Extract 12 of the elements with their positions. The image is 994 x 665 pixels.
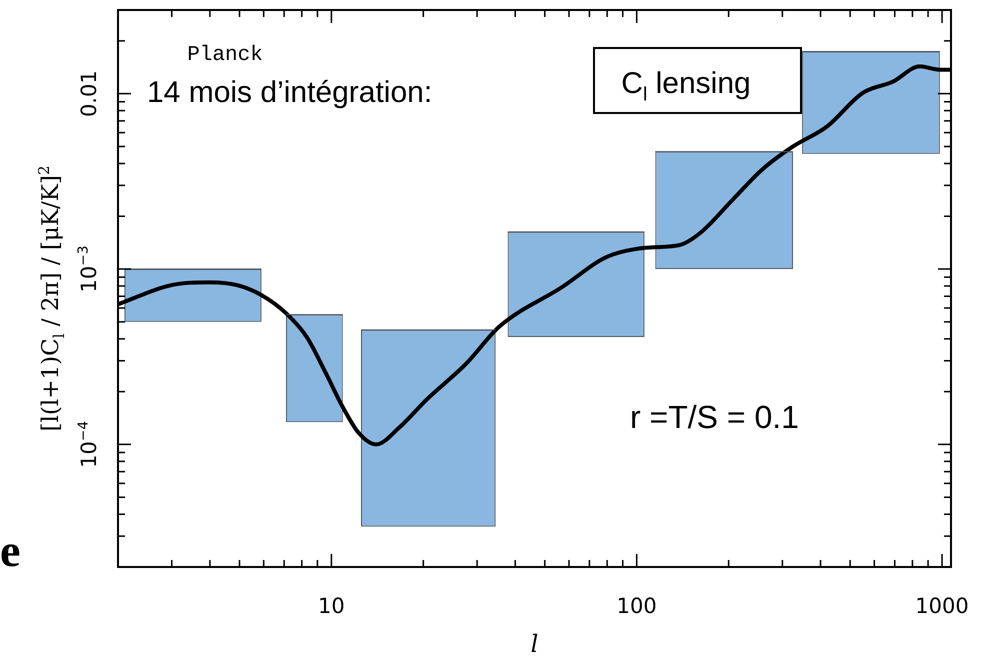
x-axis-title: l (530, 630, 538, 658)
text: e (0, 525, 20, 576)
x-tick-label: 1000 (915, 594, 969, 618)
y-axis-title: [l(l+1)Cl / 2π] / [μK/K]2 (34, 166, 68, 432)
y-tick-label: 10−3 (76, 246, 101, 292)
annotation: r =T/S = 0.1 (630, 399, 799, 435)
y-tick-label: 10−4 (76, 421, 101, 468)
x-tick-label: 10 (318, 594, 345, 618)
y-tick-label: 0.01 (77, 70, 101, 118)
annotation: 14 mois d’intégration: (147, 76, 432, 109)
annotation: Planck (187, 44, 263, 67)
x-tick-label: 100 (616, 594, 657, 618)
